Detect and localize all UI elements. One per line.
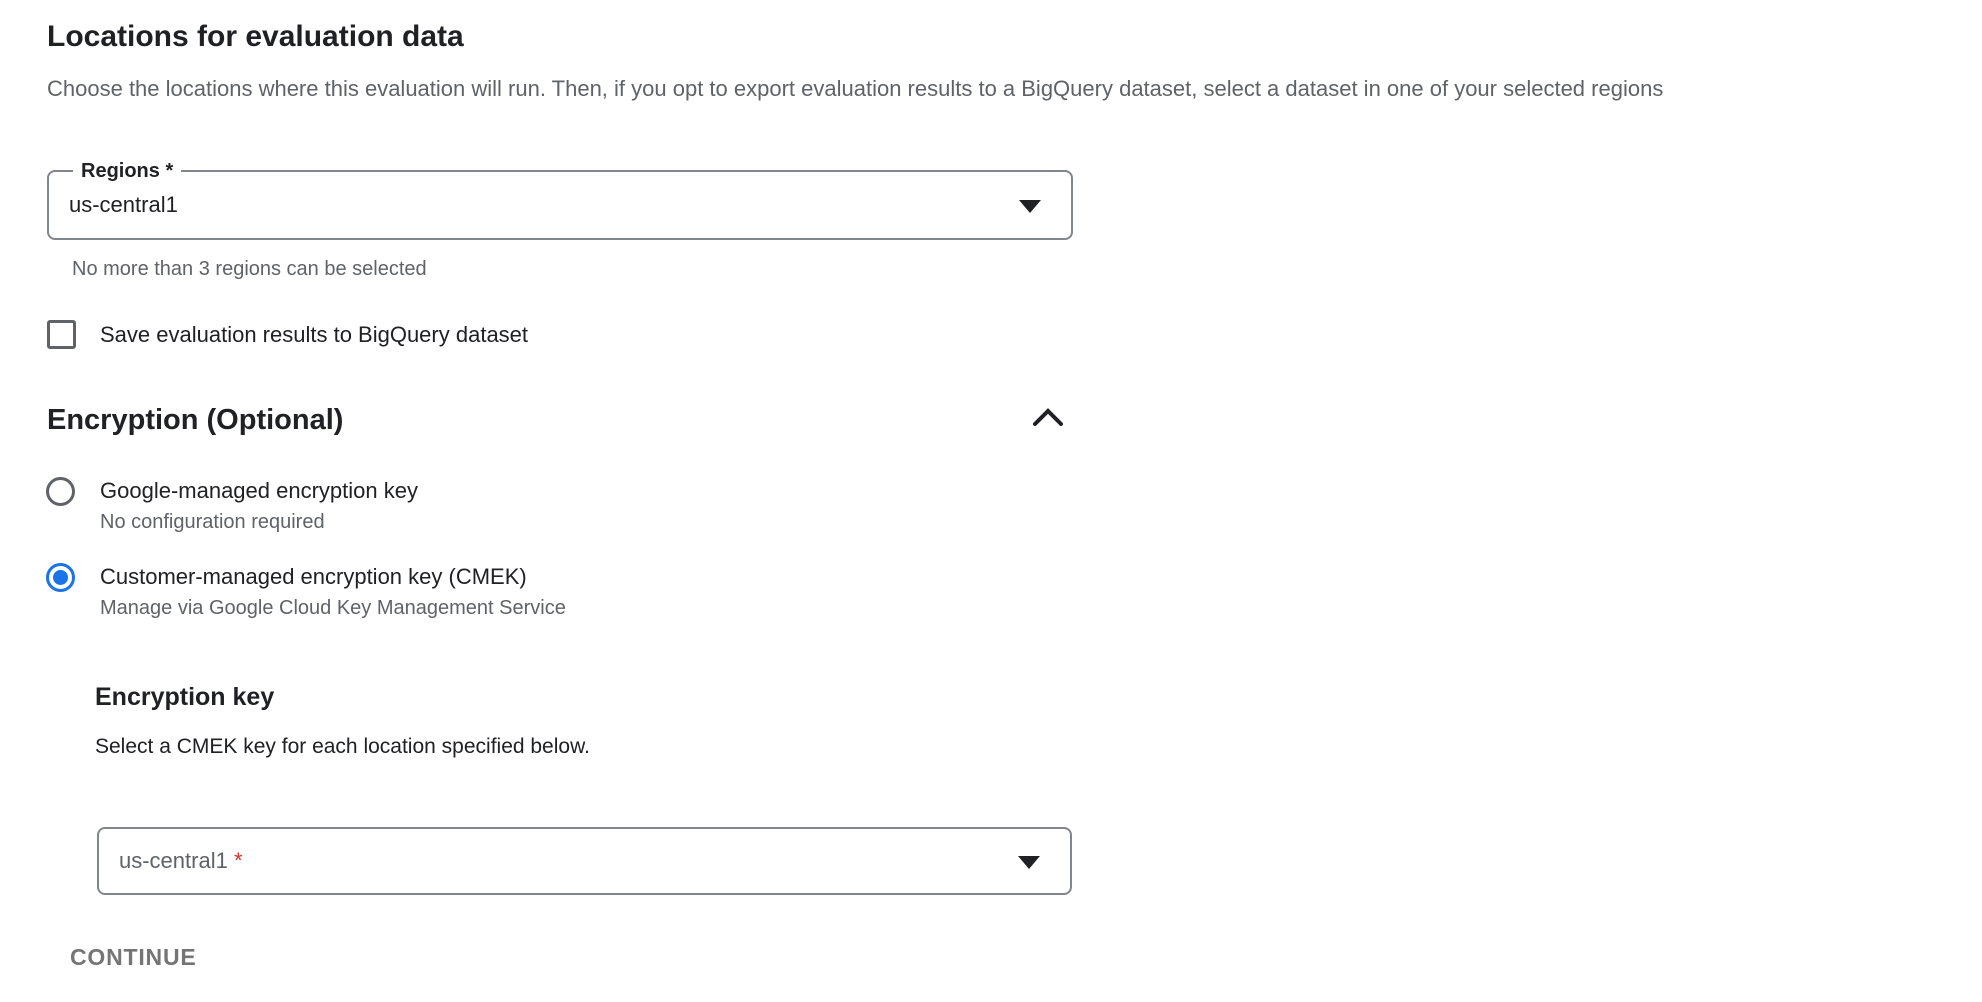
cmek-key-select[interactable]: us-central1 * [97, 827, 1072, 895]
page-description: Choose the locations where this evaluati… [47, 76, 1664, 101]
encryption-key-description: Select a CMEK key for each location spec… [95, 735, 590, 758]
cmek-key-select-value: us-central1 * [119, 848, 243, 873]
customer-managed-key-radio[interactable] [46, 563, 75, 592]
regions-helper-text: No more than 3 regions can be selected [72, 258, 427, 280]
customer-managed-key-texts: Customer-managed encryption key (CMEK) M… [100, 563, 566, 621]
dropdown-arrow-icon [1018, 856, 1040, 869]
customer-managed-key-description: Manage via Google Cloud Key Management S… [100, 597, 566, 619]
bigquery-checkbox-row: Save evaluation results to BigQuery data… [47, 320, 528, 349]
google-managed-key-option: Google-managed encryption key No configu… [46, 477, 418, 535]
regions-select[interactable]: Regions * us-central1 [47, 159, 1073, 240]
google-managed-key-label[interactable]: Google-managed encryption key [100, 478, 418, 503]
regions-select-value: us-central1 [69, 192, 178, 217]
required-asterisk: * [233, 848, 243, 873]
google-managed-key-description: No configuration required [100, 511, 325, 533]
google-managed-key-radio[interactable] [46, 477, 75, 506]
regions-select-label: Regions * [73, 159, 182, 183]
bigquery-checkbox-label[interactable]: Save evaluation results to BigQuery data… [100, 321, 529, 347]
encryption-key-heading: Encryption key [95, 683, 275, 711]
google-managed-key-texts: Google-managed encryption key No configu… [100, 477, 418, 535]
bigquery-checkbox[interactable] [47, 320, 76, 349]
dropdown-arrow-icon [1019, 200, 1041, 213]
encryption-section-title: Encryption (Optional) [47, 404, 344, 436]
page-title: Locations for evaluation data [47, 20, 464, 53]
encryption-collapse-button[interactable] [1026, 398, 1070, 438]
customer-managed-key-option: Customer-managed encryption key (CMEK) M… [46, 563, 566, 621]
continue-button[interactable]: CONTINUE [58, 936, 209, 979]
chevron-up-icon [1033, 408, 1063, 426]
customer-managed-key-label[interactable]: Customer-managed encryption key (CMEK) [100, 564, 527, 589]
